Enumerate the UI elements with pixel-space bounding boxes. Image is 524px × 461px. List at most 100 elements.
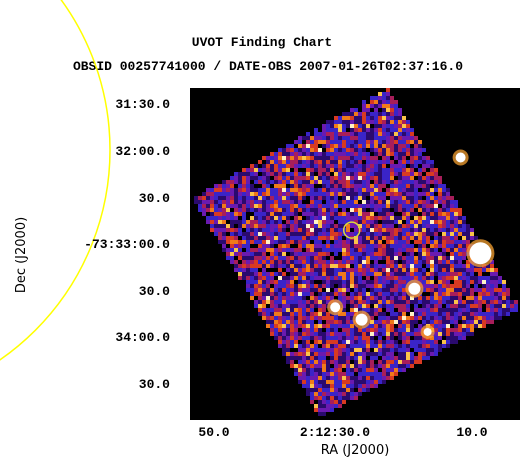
image-pixel: [374, 300, 378, 304]
image-pixel: [306, 336, 310, 340]
image-pixel: [326, 172, 330, 176]
image-pixel: [338, 252, 342, 256]
image-pixel: [418, 352, 422, 356]
image-pixel: [454, 264, 458, 268]
image-pixel: [258, 220, 262, 224]
image-pixel: [306, 164, 310, 168]
image-pixel: [346, 128, 350, 132]
image-pixel: [342, 304, 346, 308]
image-pixel: [282, 320, 286, 324]
image-pixel: [342, 256, 346, 260]
image-pixel: [330, 200, 334, 204]
image-pixel: [350, 160, 354, 164]
image-pixel: [274, 240, 278, 244]
image-pixel: [274, 160, 278, 164]
image-pixel: [226, 188, 230, 192]
image-pixel: [310, 144, 314, 148]
image-pixel: [258, 300, 262, 304]
image-pixel: [482, 284, 486, 288]
image-pixel: [262, 160, 266, 164]
image-pixel: [258, 172, 262, 176]
image-pixel: [482, 272, 486, 276]
image-pixel: [426, 356, 430, 360]
image-pixel: [410, 188, 414, 192]
image-pixel: [270, 168, 274, 172]
image-pixel: [354, 164, 358, 168]
image-pixel: [386, 132, 390, 136]
image-pixel: [414, 172, 418, 176]
image-pixel: [314, 360, 318, 364]
image-pixel: [426, 160, 430, 164]
image-pixel: [410, 224, 414, 228]
image-pixel: [358, 368, 362, 372]
image-pixel: [394, 236, 398, 240]
image-pixel: [330, 236, 334, 240]
image-pixel: [254, 276, 258, 280]
image-pixel: [310, 316, 314, 320]
image-pixel: [202, 204, 206, 208]
image-pixel: [290, 284, 294, 288]
image-pixel: [466, 276, 470, 280]
image-pixel: [410, 252, 414, 256]
image-pixel: [214, 212, 218, 216]
image-pixel: [330, 280, 334, 284]
image-pixel: [310, 176, 314, 180]
image-pixel: [334, 280, 338, 284]
image-pixel: [322, 332, 326, 336]
image-pixel: [366, 292, 370, 296]
image-pixel: [278, 340, 282, 344]
image-pixel: [354, 372, 358, 376]
image-pixel: [314, 272, 318, 276]
image-pixel: [282, 264, 286, 268]
image-pixel: [430, 292, 434, 296]
image-pixel: [270, 292, 274, 296]
image-pixel: [430, 248, 434, 252]
image-pixel: [402, 128, 406, 132]
image-pixel: [302, 264, 306, 268]
image-pixel: [362, 180, 366, 184]
image-pixel: [330, 340, 334, 344]
image-pixel: [266, 316, 270, 320]
image-pixel: [410, 184, 414, 188]
image-pixel: [342, 324, 346, 328]
image-pixel: [462, 248, 466, 252]
image-pixel: [246, 256, 250, 260]
image-pixel: [398, 260, 402, 264]
image-pixel: [378, 200, 382, 204]
image-pixel: [390, 248, 394, 252]
image-pixel: [266, 292, 270, 296]
image-pixel: [282, 316, 286, 320]
image-pixel: [502, 308, 506, 312]
image-pixel: [226, 232, 230, 236]
image-pixel: [338, 148, 342, 152]
image-pixel: [374, 296, 378, 300]
image-pixel: [390, 200, 394, 204]
image-pixel: [302, 320, 306, 324]
image-pixel: [374, 184, 378, 188]
image-pixel: [230, 192, 234, 196]
image-pixel: [446, 300, 450, 304]
image-pixel: [302, 332, 306, 336]
image-pixel: [366, 252, 370, 256]
image-pixel: [406, 188, 410, 192]
image-pixel: [470, 288, 474, 292]
image-pixel: [282, 176, 286, 180]
image-pixel: [370, 384, 374, 388]
image-pixel: [350, 176, 354, 180]
image-pixel: [466, 284, 470, 288]
image-pixel: [294, 316, 298, 320]
image-pixel: [234, 220, 238, 224]
image-pixel: [474, 296, 478, 300]
image-pixel: [366, 236, 370, 240]
image-pixel: [306, 196, 310, 200]
image-pixel: [414, 140, 418, 144]
image-pixel: [410, 260, 414, 264]
image-pixel: [274, 248, 278, 252]
image-pixel: [266, 288, 270, 292]
image-pixel: [318, 152, 322, 156]
image-pixel: [354, 196, 358, 200]
image-pixel: [370, 352, 374, 356]
image-pixel: [422, 308, 426, 312]
image-pixel: [226, 192, 230, 196]
image-pixel: [434, 328, 438, 332]
